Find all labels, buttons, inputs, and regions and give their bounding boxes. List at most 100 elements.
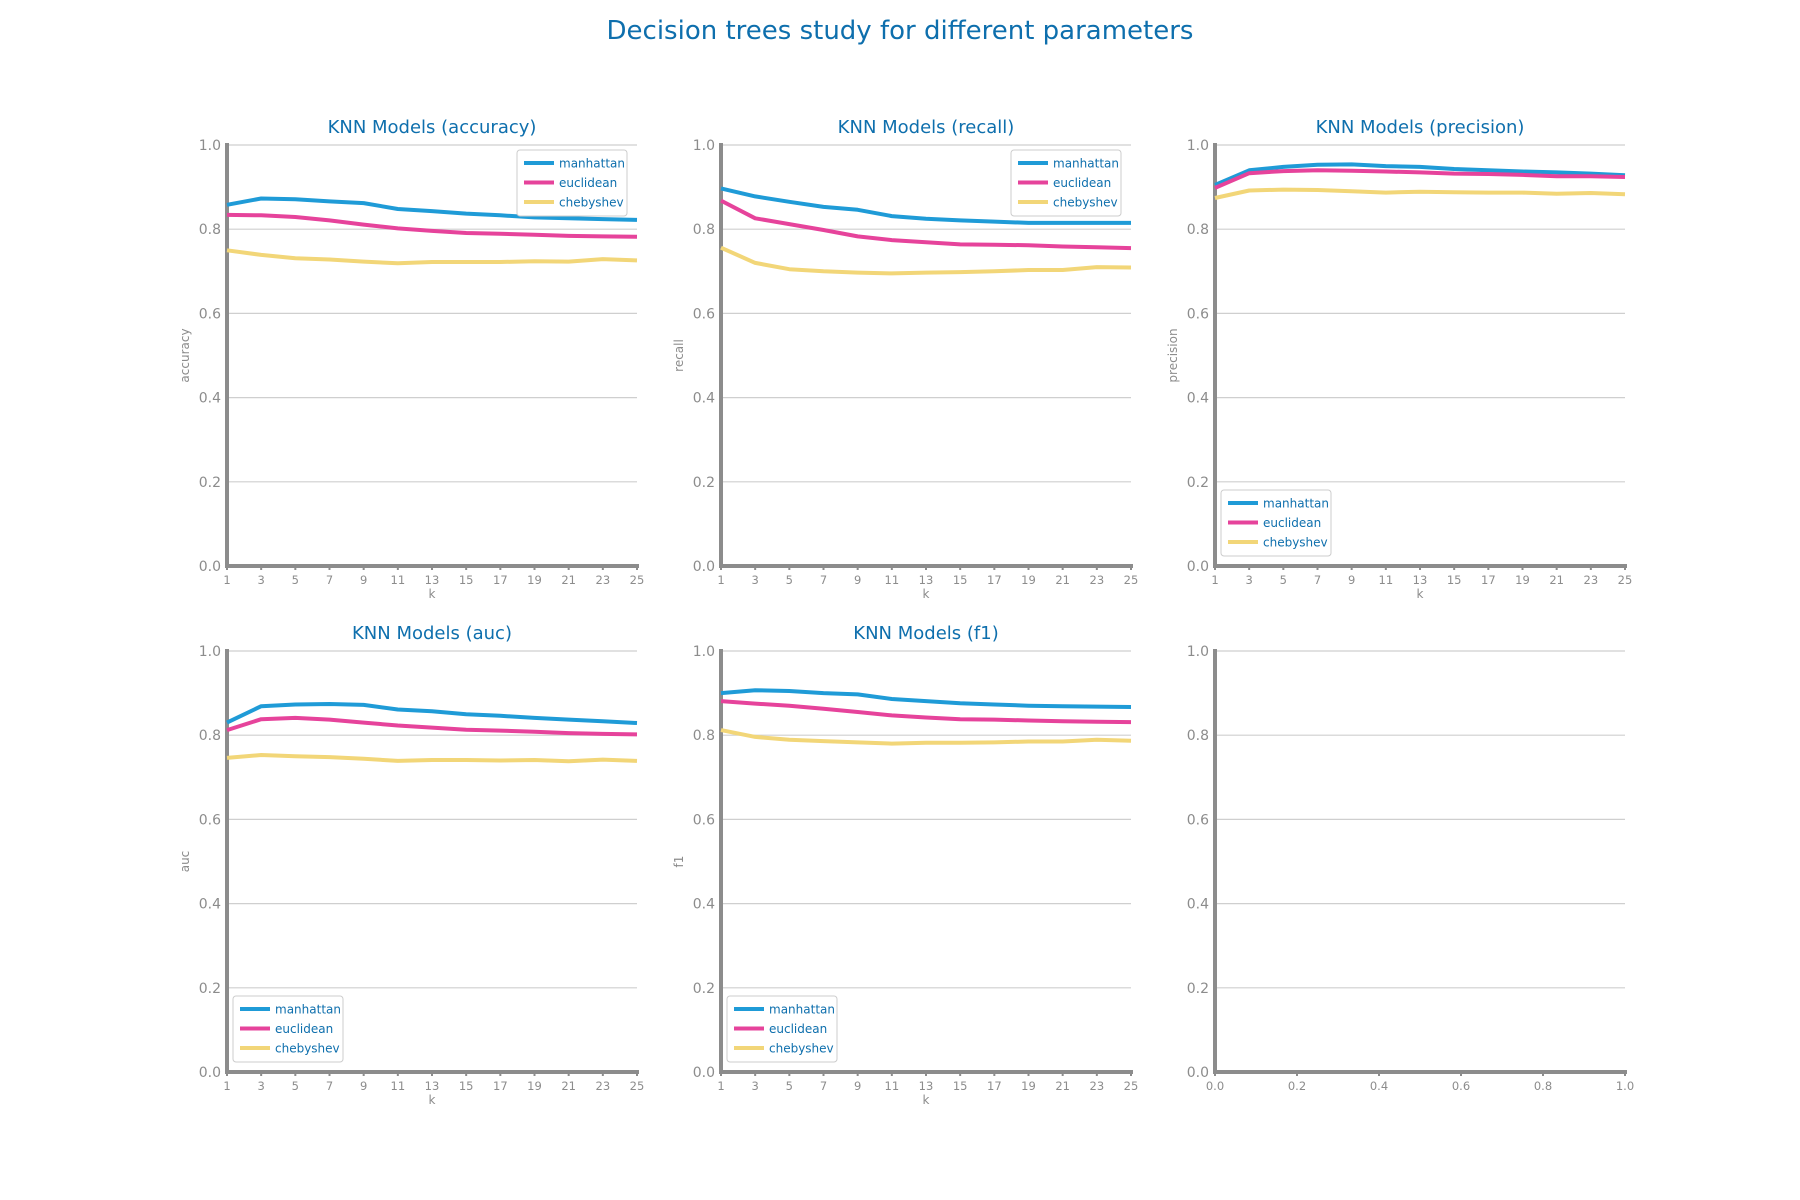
x-tick-label: 25 xyxy=(1618,573,1633,587)
series-line-euclidean xyxy=(720,198,1132,251)
legend-label: euclidean xyxy=(1053,176,1111,190)
x-tick-label: 21 xyxy=(561,573,576,587)
subplot-1: KNN Models (accuracy) 0.0 0.2 0.4 0.6 0.8 1.0 1… xyxy=(178,117,644,601)
x-tick-label: 25 xyxy=(630,1079,645,1093)
series-line-manhattan xyxy=(720,688,1132,709)
x-tick-label: 0.4 xyxy=(1370,1079,1388,1093)
x-tick-label: 23 xyxy=(1584,573,1599,587)
legend-label: chebyshev xyxy=(769,1042,834,1056)
legend: manhattan euclidean chebyshev xyxy=(1010,149,1122,217)
x-tick-label: 1 xyxy=(223,1079,230,1093)
x-tick-label: 3 xyxy=(752,1079,759,1093)
subplot-3: KNN Models (precision) 0.0 0.2 0.4 0.6 0.8 1.0… xyxy=(1166,117,1632,601)
subplot-title: KNN Models (recall) xyxy=(838,117,1015,138)
subplot-title: KNN Models (auc) xyxy=(352,623,512,644)
y-tick-label: 0.8 xyxy=(1187,728,1209,744)
x-tick-label: 5 xyxy=(292,573,299,587)
x-tick-label: 25 xyxy=(630,573,645,587)
x-tick-label: 15 xyxy=(1447,573,1462,587)
x-tick-label: 5 xyxy=(786,573,793,587)
x-tick-label: 15 xyxy=(953,573,968,587)
x-tick-label: 21 xyxy=(1055,1079,1070,1093)
legend-label: euclidean xyxy=(769,1022,827,1036)
x-tick-label: 21 xyxy=(1055,573,1070,587)
x-tick-label: 19 xyxy=(1515,573,1530,587)
x-tick-label: 9 xyxy=(854,1079,861,1093)
legend-label: chebyshev xyxy=(1263,536,1328,550)
series-line-chebyshev xyxy=(226,248,638,266)
y-tick-label: 0.0 xyxy=(693,559,715,575)
y-tick-label: 0.8 xyxy=(693,222,715,238)
legend-label: manhattan xyxy=(275,1003,341,1017)
subplot-title: KNN Models (accuracy) xyxy=(328,117,537,138)
x-tick-label: 23 xyxy=(596,1079,611,1093)
x-axis-label: k xyxy=(923,1093,930,1107)
x-axis-label: k xyxy=(429,1093,436,1107)
series-line-manhattan xyxy=(720,186,1131,225)
y-tick-label: 1.0 xyxy=(693,644,715,660)
x-tick-label: 21 xyxy=(561,1079,576,1093)
x-tick-label: 7 xyxy=(1314,573,1321,587)
x-tick-label: 21 xyxy=(1549,573,1564,587)
x-tick-label: 1 xyxy=(1211,573,1218,587)
y-tick-label: 0.8 xyxy=(1187,222,1209,238)
y-tick-label: 0.2 xyxy=(1187,981,1209,997)
series-line-manhattan xyxy=(1214,162,1626,187)
figure-title: Decision trees study for different param… xyxy=(606,16,1194,46)
x-tick-label: 7 xyxy=(326,573,333,587)
x-tick-label: 11 xyxy=(391,573,406,587)
y-axis-label: auc xyxy=(178,851,192,873)
x-tick-label: 1.0 xyxy=(1616,1079,1634,1093)
y-tick-label: 1.0 xyxy=(199,644,221,660)
x-tick-label: 3 xyxy=(258,1079,265,1093)
legend-label: manhattan xyxy=(559,157,625,171)
legend-label: euclidean xyxy=(559,176,617,190)
x-tick-label: 3 xyxy=(258,573,265,587)
x-tick-label: 23 xyxy=(596,573,611,587)
x-tick-label: 17 xyxy=(1481,573,1496,587)
series-line-chebyshev xyxy=(720,245,1132,276)
series-line-euclidean xyxy=(1214,168,1626,190)
legend-label: manhattan xyxy=(1053,157,1119,171)
series-line-euclidean xyxy=(720,699,1132,725)
x-tick-label: 23 xyxy=(1090,1079,1105,1093)
x-tick-label: 1 xyxy=(223,573,230,587)
x-tick-label: 25 xyxy=(1124,573,1139,587)
y-tick-label: 1.0 xyxy=(693,138,715,154)
legend-label: chebyshev xyxy=(1053,196,1118,210)
y-tick-label: 0.0 xyxy=(199,559,221,575)
y-tick-label: 0.6 xyxy=(199,306,221,322)
subplot-2: KNN Models (recall)0.00.20.40.60.81.01 3 5… xyxy=(672,117,1138,601)
legend-label: chebyshev xyxy=(275,1042,340,1056)
x-tick-label: 19 xyxy=(527,573,542,587)
y-tick-label: 0.6 xyxy=(1187,306,1209,322)
x-tick-label: 19 xyxy=(1021,573,1036,587)
x-axis-label: k xyxy=(1417,587,1424,601)
x-tick-label: 11 xyxy=(391,1079,406,1093)
x-tick-label: 9 xyxy=(360,1079,367,1093)
x-tick-label: 15 xyxy=(953,1079,968,1093)
legend-box xyxy=(232,995,344,1063)
y-tick-label: 0.4 xyxy=(1187,391,1209,407)
y-tick-label: 0.8 xyxy=(199,728,221,744)
legend: manhattan euclidean chebyshev xyxy=(516,149,628,217)
series-line-manhattan xyxy=(226,702,638,725)
x-tick-label: 15 xyxy=(459,573,474,587)
subplot-6: 0.0 0.2 0.4 0.6 0.8 1.0 0.0 0.2 0.4 0.6 0.8 1.0 xyxy=(1187,644,1634,1093)
y-tick-label: 0.0 xyxy=(1187,559,1209,575)
legend-box xyxy=(726,995,838,1063)
x-tick-label: 0.6 xyxy=(1452,1079,1470,1093)
y-tick-label: 0.2 xyxy=(693,475,715,491)
legend: manhattan euclidean chebyshev xyxy=(232,995,344,1063)
series-line-euclidean xyxy=(226,212,638,239)
subplot-5: KNN Models (f1)0.00.20.40.60.81.01 3 5 7 9 11… xyxy=(672,623,1138,1107)
x-tick-label: 17 xyxy=(493,1079,508,1093)
legend: manhattan euclidean chebyshev xyxy=(1220,489,1332,557)
legend: manhattan euclidean chebyshev xyxy=(726,995,838,1063)
y-tick-label: 0.8 xyxy=(199,222,221,238)
series-line-euclidean xyxy=(226,715,638,737)
subplot-title: KNN Models (f1) xyxy=(853,623,998,644)
legend-label: euclidean xyxy=(275,1022,333,1036)
